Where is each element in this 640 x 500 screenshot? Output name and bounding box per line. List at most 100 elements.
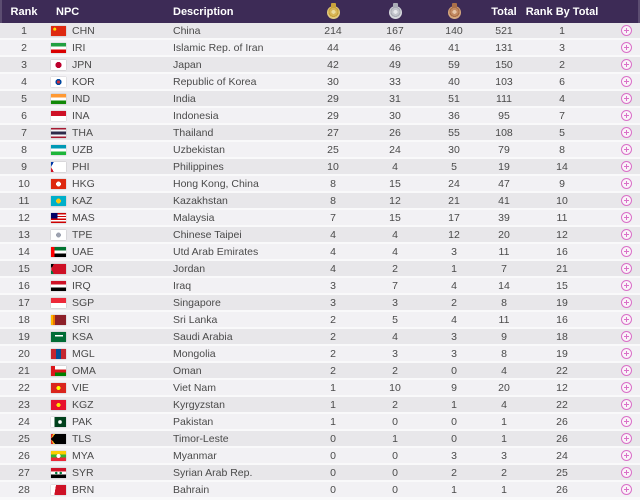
expand-row-icon[interactable] [621, 59, 632, 70]
country-name: Uzbekistan [173, 143, 225, 156]
table-row: 4 KOR Republic of Korea 30 33 40 103 6 [0, 74, 640, 89]
total-count: 8 [501, 296, 507, 309]
npc-code: IRI [72, 41, 86, 54]
rank-by-total: 10 [556, 194, 568, 207]
rank-by-total: 9 [559, 177, 565, 190]
npc-code: MAS [72, 211, 95, 224]
table-row: 20 MGL Mongolia 2 3 3 8 19 [0, 346, 640, 361]
expand-cell [600, 263, 640, 274]
rank-cell: 14 [18, 245, 30, 258]
expand-cell [600, 433, 640, 444]
expand-row-icon[interactable] [621, 195, 632, 206]
silver-count: 0 [392, 449, 398, 462]
silver-count: 4 [392, 245, 398, 258]
total-count: 521 [495, 24, 513, 37]
silver-count: 24 [389, 143, 401, 156]
country-flag-icon [51, 314, 66, 325]
rank-by-total: 25 [556, 466, 568, 479]
rank-by-total: 8 [559, 143, 565, 156]
expand-row-icon[interactable] [621, 110, 632, 121]
total-count: 41 [498, 194, 510, 207]
expand-row-icon[interactable] [621, 484, 632, 495]
npc-code: TPE [72, 228, 93, 241]
rank-cell: 11 [18, 194, 30, 207]
rank-cell: 20 [18, 347, 30, 360]
expand-row-icon[interactable] [621, 331, 632, 342]
expand-row-icon[interactable] [621, 127, 632, 138]
expand-cell [600, 59, 640, 70]
bronze-count: 2 [451, 466, 457, 479]
expand-row-icon[interactable] [621, 42, 632, 53]
npc-cell: SRI [48, 314, 168, 326]
country-flag-icon [51, 348, 66, 359]
expand-row-icon[interactable] [621, 348, 632, 359]
expand-row-icon[interactable] [621, 467, 632, 478]
npc-code: KAZ [72, 194, 93, 207]
expand-row-icon[interactable] [621, 76, 632, 87]
silver-count: 49 [389, 58, 401, 71]
expand-cell [600, 25, 640, 36]
npc-cell: BRN [48, 484, 168, 496]
country-flag-icon [51, 450, 66, 461]
rank-by-total: 19 [556, 296, 568, 309]
expand-row-icon[interactable] [621, 229, 632, 240]
npc-cell: UAE [48, 246, 168, 258]
expand-row-icon[interactable] [621, 25, 632, 36]
expand-row-icon[interactable] [621, 212, 632, 223]
country-name: Utd Arab Emirates [173, 245, 259, 258]
npc-code: MGL [72, 347, 95, 360]
silver-count: 5 [392, 313, 398, 326]
expand-row-icon[interactable] [621, 365, 632, 376]
rank-cell: 23 [18, 398, 30, 411]
expand-cell [600, 76, 640, 87]
expand-row-icon[interactable] [621, 246, 632, 257]
expand-row-icon[interactable] [621, 280, 632, 291]
silver-medal-icon [388, 3, 402, 19]
header-bronze [424, 3, 484, 19]
expand-cell [600, 365, 640, 376]
expand-row-icon[interactable] [621, 382, 632, 393]
expand-row-icon[interactable] [621, 263, 632, 274]
expand-cell [600, 127, 640, 138]
expand-row-icon[interactable] [621, 450, 632, 461]
expand-row-icon[interactable] [621, 433, 632, 444]
gold-count: 29 [327, 109, 339, 122]
expand-row-icon[interactable] [621, 178, 632, 189]
expand-cell [600, 212, 640, 223]
expand-row-icon[interactable] [621, 416, 632, 427]
expand-row-icon[interactable] [621, 297, 632, 308]
table-row: 8 UZB Uzbekistan 25 24 30 79 8 [0, 142, 640, 157]
silver-count: 46 [389, 41, 401, 54]
country-flag-icon [51, 93, 66, 104]
country-name: Chinese Taipei [173, 228, 242, 241]
table-row: 5 IND India 29 31 51 111 4 [0, 91, 640, 106]
npc-code: INA [72, 109, 90, 122]
rank-by-total: 2 [559, 58, 565, 71]
total-count: 95 [498, 109, 510, 122]
expand-row-icon[interactable] [621, 399, 632, 410]
rank-by-total: 19 [556, 347, 568, 360]
gold-count: 3 [330, 279, 336, 292]
total-count: 9 [501, 330, 507, 343]
npc-code: IRQ [72, 279, 91, 292]
npc-code: PAK [72, 415, 93, 428]
table-row: 1 CHN China 214 167 140 521 1 [0, 23, 640, 38]
npc-cell: OMA [48, 365, 168, 377]
rank-by-total: 14 [556, 160, 568, 173]
silver-count: 12 [389, 194, 401, 207]
table-row: 18 SRI Sri Lanka 2 5 4 11 16 [0, 312, 640, 327]
expand-row-icon[interactable] [621, 144, 632, 155]
npc-cell: CHN [48, 25, 168, 37]
rank-cell: 3 [21, 58, 27, 71]
expand-row-icon[interactable] [621, 161, 632, 172]
expand-row-icon[interactable] [621, 314, 632, 325]
rank-by-total: 18 [556, 330, 568, 343]
expand-row-icon[interactable] [621, 93, 632, 104]
rank-cell: 28 [18, 483, 30, 496]
gold-count: 1 [330, 398, 336, 411]
rank-cell: 19 [18, 330, 30, 343]
gold-count: 29 [327, 92, 339, 105]
silver-count: 30 [389, 109, 401, 122]
gold-count: 0 [330, 466, 336, 479]
